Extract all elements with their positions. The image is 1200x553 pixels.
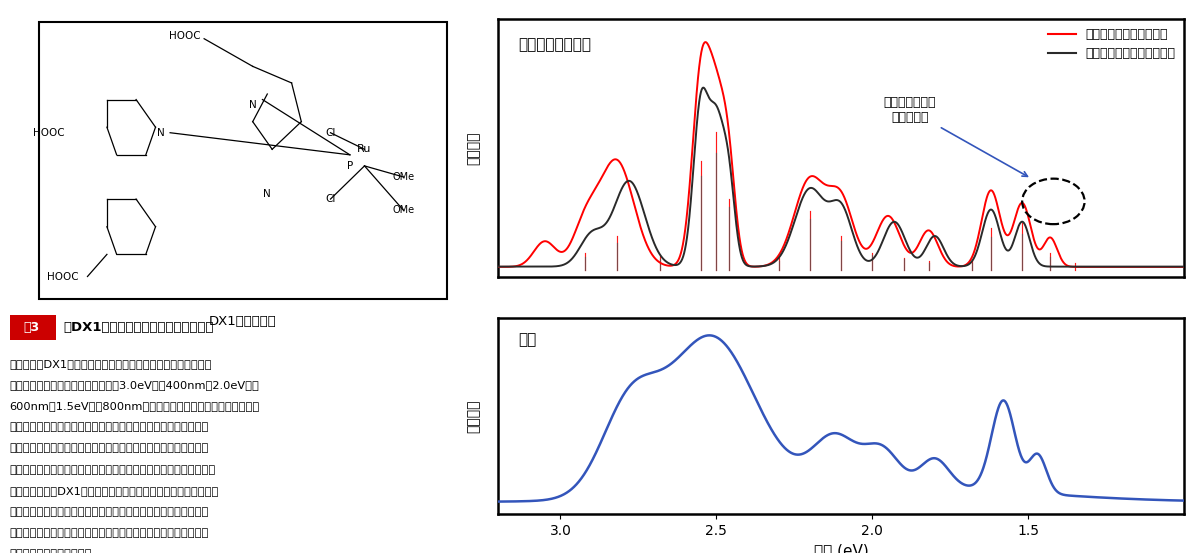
Legend: 相対論効果を含めた場合, 相対論効果を含めない場合: 相対論効果を含めた場合, 相対論効果を含めない場合	[1043, 23, 1181, 65]
X-axis label: 波長 (eV): 波長 (eV)	[814, 544, 869, 553]
Text: 子を設計するときには、相対論効果をうまく利用できる構造を考: 子を設計するときには、相対論効果をうまく利用できる構造を考	[10, 528, 209, 538]
Bar	[38, 22, 448, 299]
Text: シミュレーション: シミュレーション	[518, 38, 592, 53]
Text: えるとよいことがわかる。: えるとよいことがわかる。	[10, 549, 92, 553]
Text: Ru: Ru	[358, 144, 372, 154]
Text: HOOC: HOOC	[47, 272, 79, 281]
Bar	[10, 315, 56, 340]
Text: 長ごとに測定したもの）。横軸は、3.0eVが約400nm、2.0eVが約: 長ごとに測定したもの）。横軸は、3.0eVが約400nm、2.0eVが約	[10, 380, 259, 390]
Text: 禁制遷移による
吸収ピーク: 禁制遷移による 吸収ピーク	[883, 96, 1027, 176]
Text: DX1色素の光吸収メカニズムの解明: DX1色素の光吸収メカニズムの解明	[64, 321, 214, 334]
Text: Cl: Cl	[325, 128, 336, 138]
Text: HOOC: HOOC	[32, 128, 65, 138]
Text: OMe: OMe	[392, 172, 414, 182]
Text: N: N	[156, 128, 164, 138]
Text: P: P	[347, 161, 353, 171]
Text: N: N	[248, 100, 257, 110]
Y-axis label: 吸収強度: 吸収強度	[467, 399, 481, 433]
Text: グラフは、DX1色素の光吸収スペクトル（光の吸収強度を、波: グラフは、DX1色素の光吸収スペクトル（光の吸収強度を、波	[10, 359, 212, 369]
Text: 実験: 実験	[518, 332, 536, 347]
Text: シミュレーションで得られたスペクトルには、禁制遷移による吸: シミュレーションで得られたスペクトルには、禁制遷移による吸	[10, 422, 209, 432]
Text: 嘦3: 嘦3	[24, 321, 40, 334]
Text: N: N	[264, 189, 271, 199]
Y-axis label: 吸収強度: 吸収強度	[467, 131, 481, 165]
Text: Cl: Cl	[325, 194, 336, 204]
Text: DX1色素の構造: DX1色素の構造	[209, 315, 277, 328]
Text: 600nm、1.5eVが約800nmに相当する。相対論効果を採り入れた: 600nm、1.5eVが約800nmに相当する。相対論効果を採り入れた	[10, 401, 260, 411]
Text: でも、ほぼ同じ波長のところに見られ、実験をよく再現している。: でも、ほぼ同じ波長のところに見られ、実験をよく再現している。	[10, 465, 216, 474]
Text: このことから、DX1色素の長波長側の吸収は、相対論効果による: このことから、DX1色素の長波長側の吸収は、相対論効果による	[10, 486, 220, 495]
Text: HOOC: HOOC	[169, 31, 200, 41]
Text: ものであることが明らかとなった。この結果から、新たな色素分: ものであることが明らかとなった。この結果から、新たな色素分	[10, 507, 209, 517]
Text: OMe: OMe	[392, 205, 414, 215]
Text: 収ピークが現れている。このピークは実験で得られたスペクトル: 収ピークが現れている。このピークは実験で得られたスペクトル	[10, 444, 209, 453]
